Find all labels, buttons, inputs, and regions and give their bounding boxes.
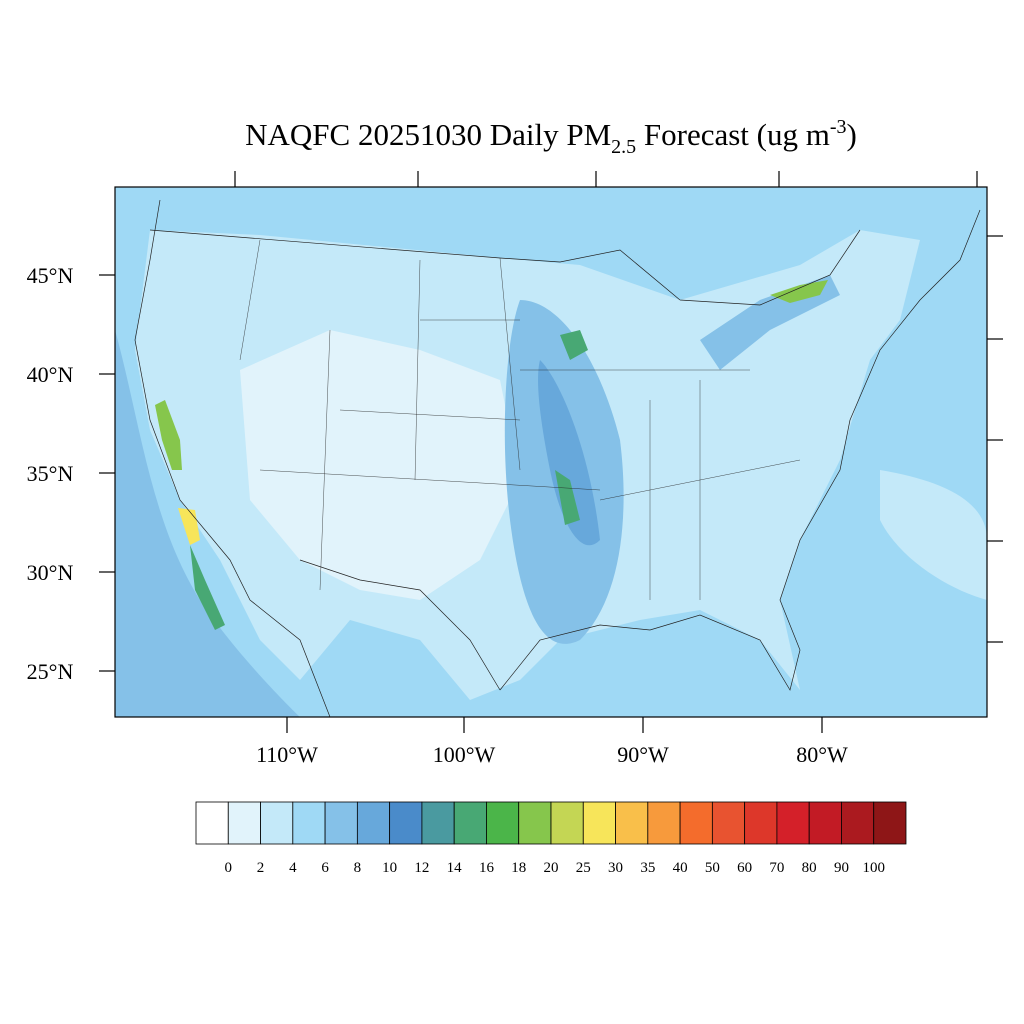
colorbar-box (744, 801, 778, 845)
colorbar-label: 16 (479, 860, 495, 876)
lon-label: 100°W (433, 742, 496, 767)
arkansas-hotspot (555, 470, 580, 525)
colorbar-label: 30 (608, 860, 623, 876)
colorbar-label: 2 (257, 860, 265, 876)
title-rest: Forecast (ug m (636, 117, 830, 152)
colorbar-label: 50 (705, 860, 720, 876)
colorbar-label: 18 (511, 860, 526, 876)
central-core (538, 360, 600, 546)
california-hotspot (155, 400, 182, 470)
lat-label: 30°N (27, 560, 74, 585)
colorbar-box (873, 801, 907, 845)
lon-label: 110°W (256, 742, 318, 767)
colorbar-label: 6 (321, 860, 329, 876)
colorbar-label: 8 (354, 860, 362, 876)
colorbar-box (260, 801, 294, 845)
map-field (115, 187, 987, 717)
colorbar-label: 12 (414, 860, 429, 876)
colorbar: 0 2 4 6 8 10 12 14 16 18 20 25 30 35 40 50 60 70 80 90 100 (195, 801, 907, 876)
atlantic-low (880, 470, 987, 600)
title-main: NAQFC 20251030 Daily PM (245, 117, 611, 152)
coastlines (134, 199, 981, 717)
colorbar-box (356, 801, 391, 845)
lat-label: 40°N (27, 362, 74, 387)
colorbar-box (647, 801, 681, 845)
colorbar-box (389, 801, 423, 845)
colorbar-label: 4 (289, 860, 297, 876)
baja-hotspot (190, 545, 225, 630)
colorbar-box (421, 801, 455, 845)
title-subscript: 2.5 (611, 136, 636, 158)
colorbar-box (550, 801, 584, 845)
title-close: ) (847, 117, 857, 152)
colorbar-label: 10 (382, 860, 397, 876)
colorbar-box (582, 801, 616, 845)
lat-label: 35°N (27, 461, 74, 486)
title-superscript: -3 (830, 116, 847, 138)
colorbar-label: 14 (447, 860, 463, 876)
state-borders (239, 239, 801, 600)
colorbar-box (292, 801, 326, 845)
midwest-hotspot (560, 330, 588, 360)
colorbar-label: 100 (862, 860, 885, 876)
lat-label: 25°N (27, 659, 74, 684)
colorbar-label: 60 (737, 860, 752, 876)
colorbar-box (711, 801, 746, 845)
colorbar-box (808, 801, 842, 845)
colorbar-box (324, 801, 358, 845)
colorbar-label: 0 (225, 860, 233, 876)
pacific-plume (115, 330, 300, 717)
colorbar-box (453, 801, 487, 845)
colorbar-box (679, 801, 713, 845)
colorbar-label: 20 (544, 860, 559, 876)
colorbar-box (776, 801, 810, 845)
colorbar-box (227, 801, 261, 845)
map-ticks (99, 171, 1003, 733)
colorbar-label: 35 (640, 860, 655, 876)
colorbar-label: 90 (834, 860, 849, 876)
map-frame (114, 186, 988, 718)
lon-label: 90°W (617, 742, 669, 767)
colorbar-box (195, 801, 229, 845)
colorbar-label: 40 (673, 860, 688, 876)
colorbar-label: 25 (576, 860, 591, 876)
northeast-hotspot (770, 280, 828, 303)
colorbar-label: 80 (802, 860, 817, 876)
title: NAQFC 20251030 Daily PM2.5 Forecast (ug … (245, 116, 857, 158)
colorbar-box (486, 801, 520, 845)
colorbar-box (615, 801, 649, 845)
colorbar-box (518, 801, 552, 845)
low-region (240, 330, 520, 600)
colorbar-label: 70 (769, 860, 784, 876)
colorbar-box (841, 801, 875, 845)
lon-label: 80°W (796, 742, 848, 767)
lat-label: 45°N (27, 263, 74, 288)
